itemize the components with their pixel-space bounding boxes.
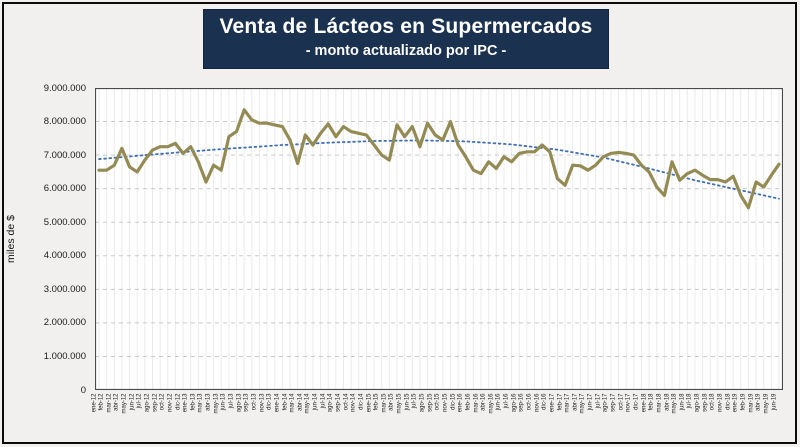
y-axis-title: miles de $ [5, 215, 17, 263]
trend-line [98, 139, 780, 200]
plot-area [95, 88, 783, 390]
y-tick-label: 6.000.000 [43, 183, 86, 195]
chart-title: Venta de Lácteos en Supermercados [219, 15, 593, 38]
y-tick-label: 9.000.000 [43, 82, 86, 94]
x-tick-label: jun-19 [771, 393, 777, 410]
plot-border [95, 88, 783, 390]
y-tick-label: 3.000.000 [43, 283, 86, 295]
chart-subtitle: - monto actualizado por IPC - [305, 43, 507, 59]
y-tick-label: 5.000.000 [43, 216, 86, 228]
y-tick-label: 2.000.000 [43, 317, 86, 329]
chart-title-box: Venta de Lácteos en Supermercados - mont… [204, 10, 608, 68]
sales-line [97, 108, 781, 210]
y-tick-label: 4.000.000 [43, 250, 86, 262]
y-tick-label: 1.000.000 [43, 350, 86, 362]
y-tick-label: 7.000.000 [43, 149, 86, 161]
y-tick-label: 0 [80, 384, 86, 396]
y-tick-label: 8.000.000 [43, 116, 86, 128]
